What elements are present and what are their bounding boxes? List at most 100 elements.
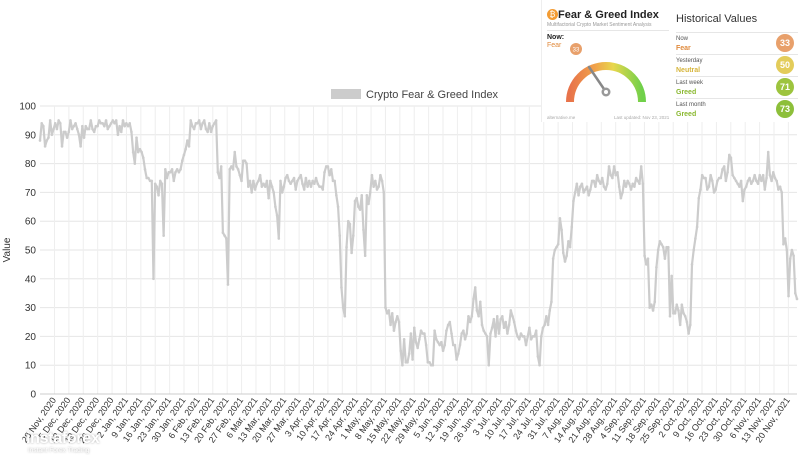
- series-point: [578, 185, 582, 188]
- series-point: [158, 179, 162, 183]
- series-point: [660, 242, 663, 246]
- series-point: [534, 329, 538, 332]
- series-point: [65, 136, 69, 139]
- series-point: [465, 332, 469, 335]
- series-point: [411, 358, 414, 361]
- series-point: [785, 248, 789, 252]
- series-point: [473, 286, 477, 289]
- series-point: [328, 173, 331, 177]
- widget-updated: Last updated: Nov 23, 2021: [614, 115, 670, 120]
- series-point: [282, 185, 286, 188]
- period-label: Yesterday: [676, 58, 703, 64]
- series-point: [343, 314, 347, 318]
- series-line-group: [38, 119, 799, 367]
- series-point: [253, 188, 257, 191]
- series-point: [631, 182, 635, 186]
- series-point: [191, 124, 194, 128]
- series-point: [573, 191, 577, 194]
- series-point: [666, 245, 670, 249]
- series-point: [270, 185, 274, 188]
- series-point: [255, 182, 259, 186]
- series-point: [355, 196, 358, 200]
- series-point: [516, 335, 519, 338]
- series-point: [82, 136, 86, 139]
- series-point: [230, 165, 233, 168]
- series-point: [604, 188, 607, 191]
- series-point: [348, 222, 352, 226]
- series-point: [594, 185, 597, 188]
- series-point: [326, 165, 330, 168]
- series-point: [92, 130, 96, 134]
- series-point: [682, 312, 685, 315]
- watermark-tagline: Instant Forex Trading: [28, 447, 90, 454]
- series-point: [196, 121, 199, 125]
- series-point: [209, 130, 213, 134]
- historical-title: Historical Values: [676, 13, 758, 25]
- series-point: [568, 245, 572, 249]
- series-point: [770, 179, 773, 183]
- series-point: [641, 182, 645, 186]
- y-tick-label: 60: [25, 217, 37, 228]
- series-point: [394, 320, 397, 324]
- watermark-name: instaforex: [26, 430, 100, 447]
- series-point: [392, 329, 396, 332]
- series-point: [680, 303, 684, 307]
- series-point: [262, 182, 265, 186]
- series-point: [490, 326, 494, 330]
- series-point: [550, 300, 553, 304]
- series-point: [783, 237, 787, 240]
- series-point: [302, 188, 306, 191]
- series-point: [748, 176, 751, 180]
- legend-label: Crypto Fear & Greed Index: [366, 89, 499, 101]
- series-point: [79, 145, 82, 148]
- series-point: [694, 237, 697, 240]
- series-point: [164, 168, 167, 171]
- series-point: [309, 185, 313, 188]
- series-point: [397, 320, 401, 324]
- series-point: [274, 205, 277, 209]
- series-point: [179, 168, 182, 171]
- series-point: [541, 326, 545, 330]
- series-point: [484, 332, 487, 335]
- series-point: [458, 343, 462, 347]
- series-point: [638, 182, 641, 186]
- series-point: [380, 179, 384, 183]
- series-point: [650, 303, 653, 307]
- series-point: [663, 257, 667, 260]
- series-point: [612, 165, 616, 168]
- series-point: [699, 188, 702, 191]
- series-point: [690, 263, 694, 266]
- series-point: [64, 130, 67, 134]
- series-point: [763, 188, 767, 191]
- series-point: [202, 119, 206, 122]
- series-point: [756, 182, 760, 186]
- series-point: [135, 136, 138, 139]
- series-point: [412, 326, 416, 330]
- series-point: [301, 182, 304, 186]
- series-point: [697, 196, 701, 200]
- series-point: [494, 335, 497, 338]
- series-point: [216, 170, 220, 174]
- series-point: [38, 139, 42, 142]
- series-point: [284, 176, 287, 180]
- series-point: [153, 182, 157, 186]
- series-point: [53, 121, 57, 125]
- series-point: [379, 173, 382, 177]
- series-point: [741, 199, 745, 203]
- series-point: [70, 127, 74, 131]
- series-point: [575, 182, 579, 186]
- series-point: [507, 323, 511, 327]
- series-point: [614, 173, 618, 177]
- series-point: [431, 363, 435, 367]
- y-tick-label: 40: [25, 274, 37, 285]
- series-point: [485, 335, 489, 338]
- series-point: [592, 179, 596, 183]
- series-point: [492, 317, 496, 321]
- series-point: [743, 188, 746, 191]
- series-point: [751, 179, 755, 183]
- widget-divider: [547, 30, 669, 31]
- series-point: [263, 185, 267, 188]
- series-point: [436, 340, 440, 344]
- series-point: [619, 196, 623, 200]
